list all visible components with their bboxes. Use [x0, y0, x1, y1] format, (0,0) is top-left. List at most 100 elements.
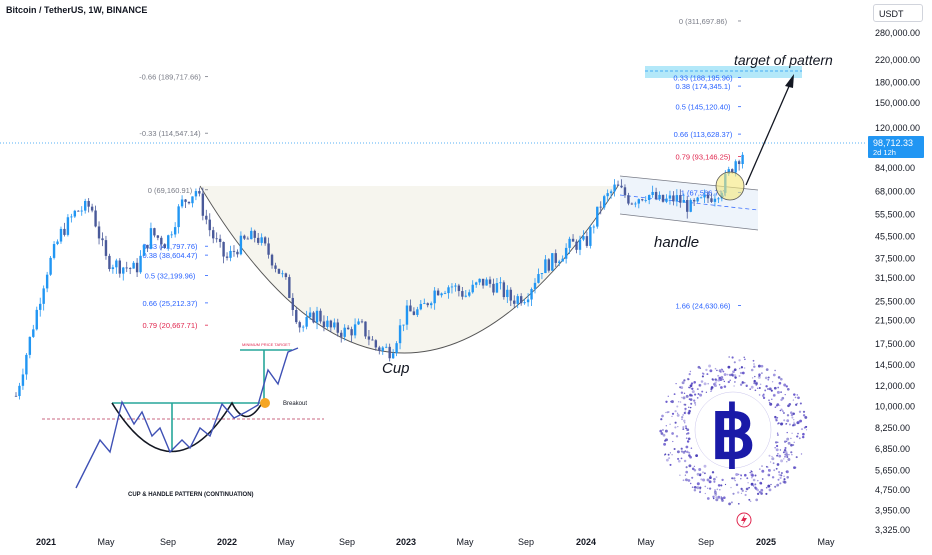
logo-dot — [760, 364, 764, 368]
logo-dot — [715, 496, 718, 498]
y-tick-label: 4,750.00 — [875, 485, 910, 495]
candle-body — [160, 237, 163, 245]
logo-dot — [786, 476, 789, 479]
candle-body — [371, 339, 374, 341]
logo-dot — [773, 386, 777, 390]
logo-dot — [775, 448, 779, 452]
candle-body — [682, 200, 685, 203]
cup-label: Cup — [382, 360, 410, 377]
logo-dot — [772, 393, 776, 397]
logo-dot — [770, 483, 772, 486]
candle-body — [32, 329, 35, 337]
logo-dot — [798, 410, 802, 413]
logo-dot — [737, 473, 740, 476]
candle-body — [298, 322, 301, 328]
logo-dot — [696, 472, 700, 476]
logo-dot — [709, 369, 713, 373]
candle-body — [741, 154, 744, 165]
fib-left-label: 0.66 (25,212.37) — [142, 299, 198, 308]
candle-body — [108, 255, 111, 270]
candle-body — [537, 274, 540, 283]
logo-dot — [776, 432, 779, 434]
candle-body — [84, 200, 87, 211]
x-tick-label: May — [277, 537, 295, 547]
logo-dot — [768, 468, 771, 472]
candle-body — [288, 277, 291, 298]
candle-body — [246, 238, 250, 240]
logo-dot — [784, 453, 787, 456]
logo-dot — [741, 381, 744, 384]
logo-dot — [728, 373, 732, 377]
logo-dot — [780, 408, 783, 411]
logo-dot — [749, 500, 752, 503]
candle-body — [28, 336, 32, 355]
candle-body — [468, 292, 471, 296]
y-tick-label: 150,000.00 — [875, 98, 920, 108]
candle-body — [101, 238, 104, 241]
logo-dot — [745, 487, 749, 491]
y-tick-label: 3,325.00 — [875, 525, 910, 535]
logo-dot — [687, 437, 691, 441]
logo-dot — [779, 404, 781, 407]
logo-dot — [793, 393, 796, 396]
logo-dot — [715, 379, 718, 382]
logo-dot — [794, 396, 797, 399]
logo-dot — [738, 359, 741, 362]
logo-dot — [674, 410, 677, 413]
logo-dot — [685, 433, 688, 435]
logo-dot — [761, 478, 764, 480]
logo-dot — [680, 447, 683, 450]
candle-body — [25, 354, 28, 375]
candle-body — [333, 322, 336, 328]
logo-dot — [665, 411, 667, 414]
logo-dot — [664, 429, 668, 433]
logo-dot — [774, 446, 777, 449]
candle-body — [398, 325, 402, 344]
candle-body — [620, 185, 623, 188]
logo-dot — [750, 482, 754, 486]
candle-body — [423, 303, 426, 305]
candle-body — [717, 198, 720, 200]
candle-body — [49, 257, 52, 275]
candle-body — [39, 303, 42, 310]
logo-dot — [778, 454, 782, 458]
target-zone — [645, 66, 802, 78]
y-tick-label: 8,250.00 — [875, 423, 910, 433]
x-tick-label: Sep — [698, 537, 714, 547]
fib-left-label: 0.33 (41,797.76) — [142, 242, 198, 251]
candle-body — [125, 267, 128, 269]
logo-dot — [665, 400, 668, 403]
inset-diagram: Breakout MINIMUM PRICE TARGET CUP & HAND… — [42, 336, 324, 504]
candle-body — [592, 226, 596, 228]
logo-dot — [780, 422, 783, 426]
candle-body — [686, 200, 689, 212]
target-arrow — [745, 83, 791, 186]
candle-body — [281, 273, 284, 275]
logo-dot — [696, 388, 699, 391]
logo-dot — [791, 432, 793, 435]
logo-dot — [717, 378, 721, 382]
candle-body — [713, 198, 717, 202]
logo-dot — [688, 406, 690, 408]
logo-dot — [754, 389, 757, 392]
x-tick-label: May — [456, 537, 474, 547]
logo-dot — [756, 387, 759, 390]
y-tick-label: 68,000.00 — [875, 187, 915, 197]
candle-body — [589, 227, 592, 246]
y-tick-label: 84,000.00 — [875, 163, 915, 173]
candle-body — [350, 329, 353, 336]
fib-right-label: 0.5 (145,120.40) — [675, 103, 731, 112]
logo-dot — [765, 486, 768, 489]
logo-dot — [783, 458, 785, 460]
logo-dot — [670, 400, 674, 404]
logo-dot — [749, 471, 751, 474]
currency-selector[interactable]: USDT — [873, 4, 923, 22]
logo-dot — [677, 425, 679, 428]
logo-dot — [745, 490, 747, 492]
logo-dot — [689, 394, 692, 396]
logo-dot — [701, 375, 704, 378]
x-tick-label: 2023 — [396, 537, 416, 547]
logo-dot — [723, 385, 727, 388]
logo-dot — [664, 453, 667, 456]
logo-dot — [786, 431, 788, 434]
